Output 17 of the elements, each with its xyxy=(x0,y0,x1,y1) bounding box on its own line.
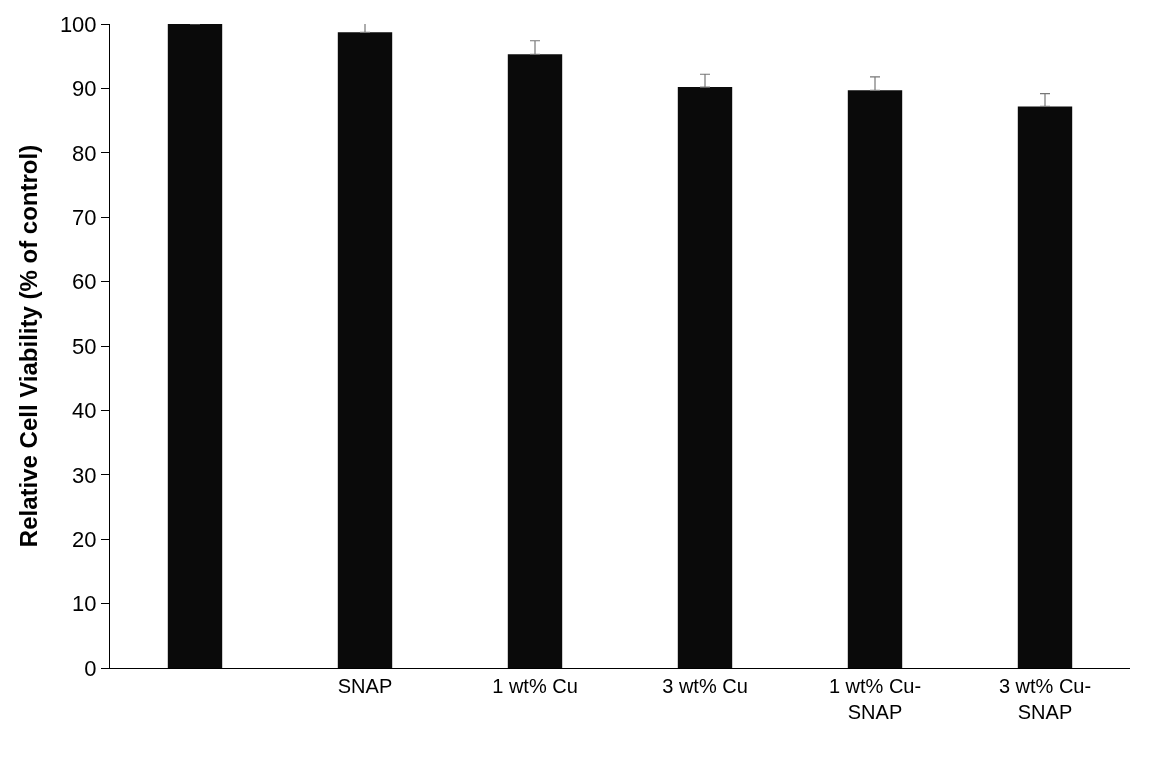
y-tick-label: 20 xyxy=(72,526,97,552)
x-tick-label: 1 wt% Cu xyxy=(492,675,578,697)
y-axis-title: Relative Cell Viability (% of control) xyxy=(14,144,42,548)
y-tick-label: 10 xyxy=(72,591,97,617)
x-tick-label: 1 wt% Cu- SNAP xyxy=(828,675,922,723)
y-tick-label: 50 xyxy=(72,333,97,359)
y-tick-label: 70 xyxy=(72,204,97,230)
y-tick-label: 100 xyxy=(59,11,97,37)
y-tick-label: 40 xyxy=(72,398,97,424)
y-tick-label: 90 xyxy=(72,76,97,102)
y-tick-label: 80 xyxy=(72,140,97,166)
x-tick-label: 3 wt% Cu- SNAP xyxy=(998,675,1092,723)
y-tick-label: 30 xyxy=(72,462,97,488)
x-tick-label: 3 wt% Cu xyxy=(662,675,748,697)
y-tick-label: 0 xyxy=(84,655,97,681)
x-tick-label: SNAP xyxy=(337,675,393,697)
y-tick-label: 60 xyxy=(72,269,97,295)
